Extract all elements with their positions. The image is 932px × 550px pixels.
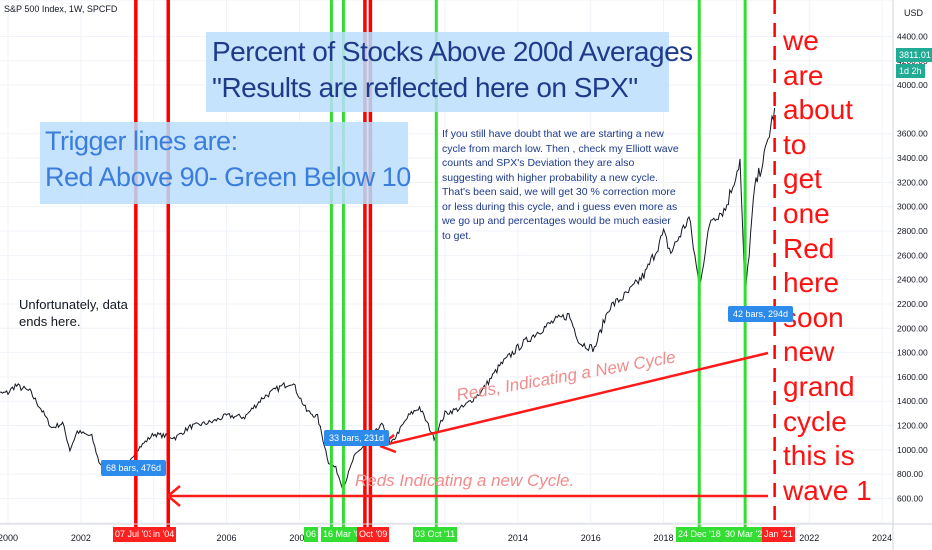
red-callout-word: we: [783, 25, 819, 56]
date-label-04: in '04: [151, 527, 177, 542]
red-callout-word: Red: [783, 232, 835, 264]
y-tick-label: 3000.00: [897, 202, 928, 212]
red-callout-word: wave 1: [783, 474, 872, 506]
trigger-line-1: Trigger lines are:: [45, 126, 238, 156]
y-tick-label: 2600.00: [897, 250, 928, 260]
date-label-jan-21: Jan '21: [762, 527, 795, 542]
y-tick-label: 3600.00: [897, 129, 928, 139]
y-axis: 600.00 800.00 1000.00 1200.00 1400.00 1600.00…: [892, 0, 928, 550]
x-tick-label: 2014: [508, 533, 528, 543]
arrow-shaft-upper: [379, 351, 769, 448]
y-tick-label: 3400.00: [897, 153, 928, 163]
x-tick-label: 2000: [0, 533, 18, 543]
x-tick-label: 2022: [799, 533, 819, 543]
x-tick-label: 2008: [289, 533, 309, 543]
title-box: Percent of Stocks Above 200d Averages "R…: [206, 32, 693, 112]
y-tick-label: 1800.00: [897, 348, 928, 358]
red-callout-word: cycle: [783, 405, 847, 437]
date-label-oct-09: Oct '09: [357, 527, 390, 542]
red-callout-word: to: [783, 128, 807, 160]
y-tick-label: 4400.00: [897, 31, 928, 41]
y-tick-label: 800.00: [897, 469, 923, 479]
x-tick-label: 2018: [654, 533, 674, 543]
date-label-dec-18: 24 Dec '18: [676, 527, 723, 542]
date-label-mar-09: 16 Mar '09: [321, 527, 368, 542]
y-tick-label: 600.00: [897, 493, 923, 503]
red-callout: we are about to get one Red here soon new grand cyc…: [783, 24, 872, 508]
y-tick-label: 4000.00: [897, 80, 928, 90]
watermark-new-cycle-bottom: Reds Indicating a new Cycle.: [355, 471, 575, 490]
chart-header: S&P 500 Index, 1W, SPCFD: [4, 4, 118, 14]
data-ends-note: Unfortunately, data ends here.: [19, 297, 128, 329]
y-tick-label: 2400.00: [897, 275, 928, 285]
red-callout-word: soon: [783, 301, 844, 333]
bars-range-label-a[interactable]: 68 bars, 476d: [101, 460, 167, 476]
bars-range-label-b[interactable]: 33 bars, 231d: [324, 430, 390, 446]
y-tick-label: 2800.00: [897, 226, 928, 236]
y-tick-label: 2200.00: [897, 299, 928, 309]
last-price-tag: 3811.01: [896, 48, 932, 62]
date-label-06: 06: [304, 527, 319, 542]
red-callout-word: get: [783, 163, 822, 195]
bar-countdown-tag: 1d 2h: [896, 64, 925, 78]
x-tick-label: 2024: [872, 533, 892, 543]
bars-range-label-c[interactable]: 42 bars, 294d: [728, 306, 794, 322]
arrow-head-lower: [167, 485, 181, 507]
y-tick-label: 1000.00: [897, 445, 928, 455]
y-tick-label: 1600.00: [897, 372, 928, 382]
date-label-oct-11: 03 Oct '11: [413, 527, 458, 542]
analysis-note: If you still have doubt that we are star…: [442, 128, 679, 242]
red-callout-word: grand: [783, 370, 855, 402]
red-callout-word: are: [783, 59, 824, 91]
title-line-1: Percent of Stocks Above 200d Averages: [212, 36, 693, 67]
currency-label: USD: [904, 8, 924, 18]
date-label-mar-20: 30 Mar '20: [723, 527, 770, 542]
x-tick-label: 2002: [71, 533, 91, 543]
y-tick-label: 1400.00: [897, 396, 928, 406]
title-line-2: "Results are reflected here on SPX": [212, 72, 638, 103]
red-callout-word: about: [783, 94, 854, 126]
red-callout-word: one: [783, 197, 830, 229]
red-callout-word: new: [783, 336, 835, 368]
y-tick-label: 2000.00: [897, 323, 928, 333]
date-label-jul-03: 07 Jul '03: [113, 527, 156, 542]
x-tick-label: 2016: [581, 533, 601, 543]
y-tick-label: 3200.00: [897, 177, 928, 187]
x-tick-label: 2006: [217, 533, 237, 543]
red-callout-word: here: [783, 267, 840, 299]
y-tick-label: 1200.00: [897, 421, 928, 431]
trigger-box: Trigger lines are: Red Above 90- Green B…: [40, 122, 411, 204]
red-callout-word: this is: [783, 440, 855, 472]
trigger-line-2: Red Above 90- Green Below 10: [45, 162, 411, 192]
